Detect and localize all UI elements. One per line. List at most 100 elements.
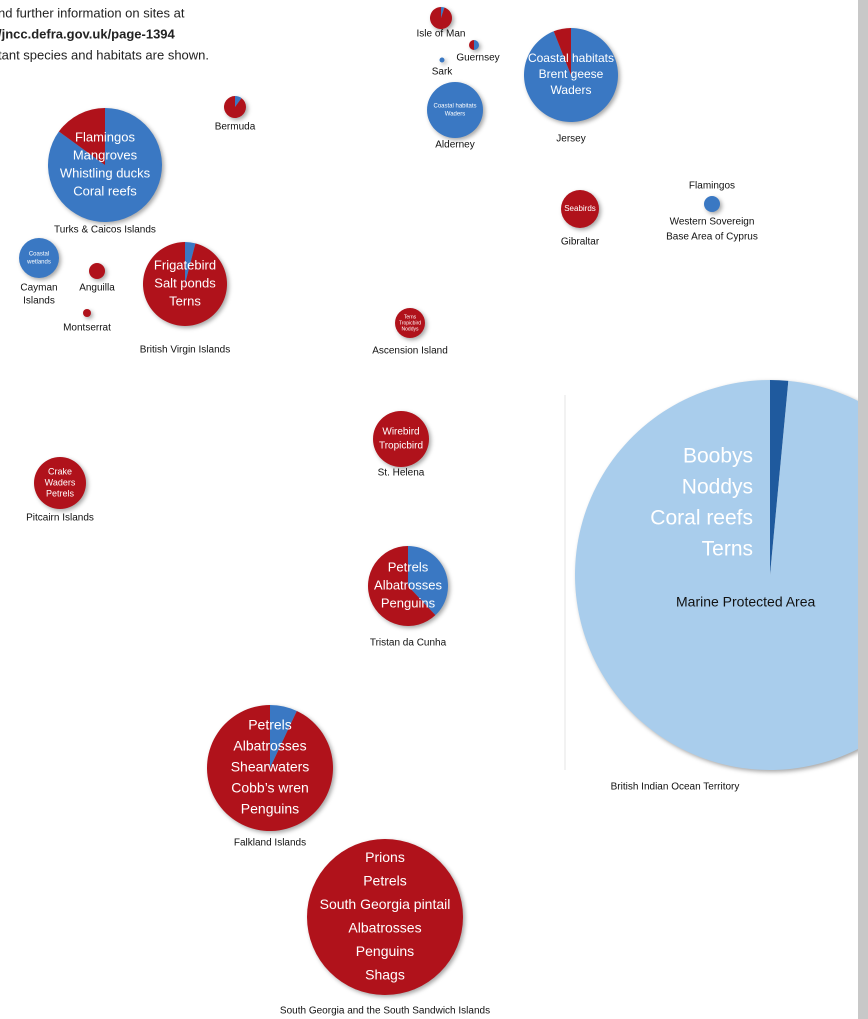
habitat-label: Albatrosses: [233, 738, 306, 754]
habitat-label: Coral reefs: [73, 183, 137, 198]
habitat-label: Frigatebird: [154, 257, 216, 272]
habitat-label: Coastal habitats: [433, 104, 476, 110]
pie: [89, 263, 105, 279]
habitat-label: Petrels: [388, 559, 429, 574]
habitat-label: Cobb’s wren: [231, 780, 309, 796]
habitat-label: Petrels: [363, 872, 407, 888]
intro-line: tant species and habitats are shown.: [0, 47, 209, 62]
habitat-label: Penguins: [356, 943, 414, 959]
pie: [575, 380, 868, 770]
habitat-label: Boobys: [683, 445, 753, 468]
pie-slice: [408, 546, 448, 616]
territory-name: Falkland Islands: [234, 838, 306, 849]
pie-slice: [19, 238, 59, 278]
habitat-label: Wirebird: [382, 427, 419, 438]
pie-slice: [270, 705, 297, 768]
pie-slice: [575, 380, 868, 770]
habitat-label: Shags: [365, 966, 405, 982]
pie: [19, 238, 59, 278]
territory-name: British Virgin Islands: [140, 345, 230, 356]
habitat-label: Crake: [48, 466, 72, 476]
pie-slice: [89, 263, 105, 279]
site-note: Marine Protected Area: [676, 594, 816, 610]
pie: [439, 57, 445, 63]
pie: [395, 308, 425, 338]
habitat-label: Coastal habitats: [528, 51, 614, 65]
habitat-label: South Georgia pintail: [320, 896, 451, 912]
pie-slice: [704, 196, 720, 212]
habitat-label: Seabirds: [564, 204, 596, 213]
intro-line: nd further information on sites at: [0, 5, 185, 20]
habitat-label: wetlands: [26, 260, 51, 266]
habitat-label: Noddys: [682, 476, 753, 499]
pie-slice: [553, 28, 571, 75]
pie: [48, 108, 162, 222]
pie-slice: [395, 308, 425, 338]
territory-name: Tristan da Cunha: [370, 638, 447, 649]
pie-slice: [427, 82, 483, 138]
pie: [561, 190, 599, 228]
habitat-label: Coastal: [29, 252, 49, 258]
pie: [368, 546, 448, 626]
territory-name: Western Sovereign: [670, 217, 755, 228]
pie-slice: [83, 309, 91, 317]
pie-slice: [474, 40, 479, 50]
pie-slice: [770, 380, 789, 575]
habitat-label: Shearwaters: [231, 759, 310, 775]
habitat-label: Coral reefs: [650, 507, 753, 530]
pie-slice: [523, 28, 618, 122]
territory-name: Sark: [432, 67, 454, 78]
territory-name: Jersey: [556, 134, 585, 145]
habitat-label: Petrels: [248, 717, 292, 733]
pie-slice: [34, 457, 86, 509]
territory-name: Pitcairn Islands: [26, 513, 94, 524]
territory-name: Gibraltar: [561, 237, 600, 248]
habitat-label: Terns: [702, 538, 753, 561]
pie-slice: [185, 242, 196, 284]
habitat-label: Terns: [404, 314, 417, 320]
habitat-label: Albatrosses: [348, 919, 421, 935]
pie-slice: [561, 190, 599, 228]
side-bar: [858, 0, 868, 1019]
territory-name: Isle of Man: [417, 29, 466, 40]
habitat-label: Flamingos: [75, 129, 135, 144]
intro-line: /jncc.defra.gov.uk/page-1394: [0, 26, 176, 41]
pie: [523, 28, 618, 122]
pie: [373, 411, 429, 467]
habitat-label: Mangroves: [73, 147, 138, 162]
territory-name: Base Area of Cyprus: [666, 232, 758, 243]
territory-name: Montserrat: [63, 323, 111, 334]
territory-name: British Indian Ocean Territory: [611, 782, 740, 793]
habitat-label: Brent geese: [539, 67, 604, 81]
pie-slice: [430, 7, 453, 29]
pie: [34, 457, 86, 509]
pie: [430, 7, 453, 29]
territory-name: South Georgia and the South Sandwich Isl…: [280, 1006, 490, 1017]
habitat-label: Salt ponds: [154, 275, 216, 290]
pie: [223, 96, 246, 118]
territory-name: Ascension Island: [372, 346, 448, 357]
habitat-label: Terns: [169, 293, 201, 308]
territory-name: Bermuda: [215, 122, 256, 133]
territory-name: Islands: [23, 296, 55, 307]
pies: [19, 7, 868, 995]
pie-slice: [469, 40, 474, 50]
pie: [704, 196, 720, 212]
pie: [83, 309, 91, 317]
territory-name: Anguilla: [79, 283, 115, 294]
pie-slice: [307, 839, 463, 995]
pie-slice: [58, 108, 105, 165]
pie: [469, 40, 479, 50]
habitat-label: Prions: [365, 849, 405, 865]
habitat-label: Flamingos: [689, 181, 735, 192]
habitat-label: Tropicbird: [379, 441, 423, 452]
habitat-label: Tropicbird: [399, 320, 421, 326]
habitat-label: Waders: [551, 83, 592, 97]
territory-name: Alderney: [435, 140, 474, 151]
pie-slice: [373, 411, 429, 467]
habitat-label: Albatrosses: [374, 577, 442, 592]
pie: [206, 705, 333, 832]
territory-name: Guernsey: [456, 53, 499, 64]
pie: [427, 82, 483, 138]
